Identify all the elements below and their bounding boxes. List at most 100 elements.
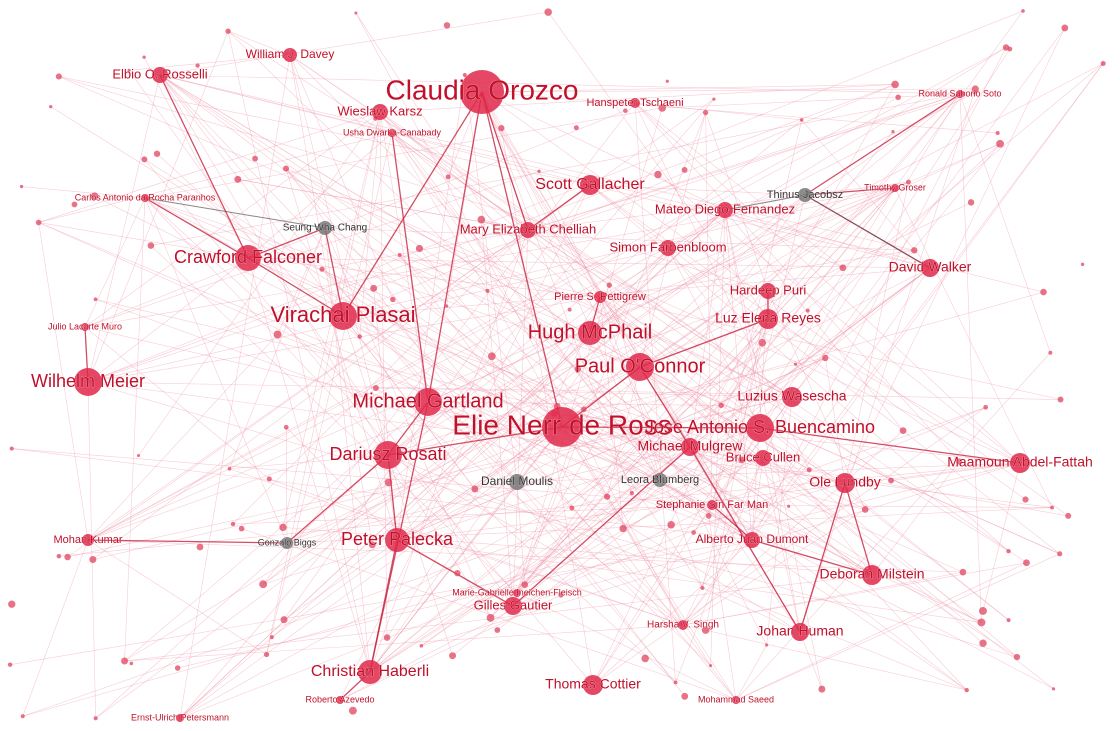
edge bbox=[262, 93, 961, 585]
edge bbox=[481, 91, 633, 494]
edge bbox=[159, 74, 476, 490]
node bbox=[152, 67, 168, 83]
edge bbox=[285, 168, 793, 398]
edge bbox=[592, 539, 753, 686]
minor-node bbox=[280, 616, 288, 624]
edge bbox=[516, 481, 711, 666]
edge bbox=[58, 462, 1021, 557]
edge bbox=[391, 132, 892, 481]
edge bbox=[22, 539, 89, 717]
edge bbox=[622, 318, 769, 529]
node bbox=[630, 98, 640, 108]
edge bbox=[599, 296, 1009, 552]
minor-node bbox=[90, 192, 99, 201]
edge bbox=[427, 401, 722, 406]
minor-node bbox=[537, 169, 541, 173]
edge bbox=[369, 396, 793, 673]
minor-node bbox=[419, 644, 424, 648]
node-label: Mohan Kumar bbox=[53, 534, 122, 546]
edge bbox=[369, 446, 691, 673]
minor-node bbox=[665, 79, 669, 83]
minor-node bbox=[8, 600, 16, 608]
minor-node bbox=[581, 406, 587, 413]
edge bbox=[639, 187, 896, 368]
node-label: Elbio O. Rosselli bbox=[112, 66, 207, 81]
minor-node bbox=[485, 288, 490, 293]
node bbox=[746, 414, 774, 442]
edge bbox=[144, 197, 288, 544]
edge bbox=[286, 426, 563, 544]
minor-node bbox=[979, 639, 987, 647]
edge bbox=[762, 457, 866, 510]
edge bbox=[289, 54, 691, 448]
minor-node bbox=[654, 170, 662, 179]
node bbox=[758, 309, 778, 329]
minor-node bbox=[715, 312, 719, 316]
edge bbox=[87, 539, 963, 573]
minor-node bbox=[574, 365, 582, 373]
edge bbox=[592, 187, 896, 686]
edge bbox=[659, 479, 753, 541]
edge bbox=[396, 357, 826, 541]
node-label: Gonzalo Biggs bbox=[258, 537, 317, 547]
minor-node bbox=[700, 585, 705, 591]
edge bbox=[289, 54, 373, 545]
edge bbox=[179, 209, 726, 719]
edge bbox=[289, 54, 1027, 564]
node-label: Paul O'Connor bbox=[575, 355, 706, 377]
node bbox=[583, 675, 603, 695]
edge bbox=[159, 11, 549, 76]
edge bbox=[129, 54, 291, 71]
edge bbox=[324, 227, 915, 251]
edge bbox=[355, 12, 661, 481]
edge bbox=[481, 91, 661, 481]
node bbox=[141, 194, 149, 202]
edge bbox=[427, 143, 1001, 403]
edge bbox=[577, 368, 873, 576]
minor-node bbox=[494, 627, 501, 633]
edge bbox=[285, 427, 288, 544]
edge bbox=[554, 413, 764, 459]
edge bbox=[87, 181, 909, 541]
edge bbox=[689, 84, 896, 448]
edge bbox=[689, 209, 726, 448]
edge bbox=[689, 342, 763, 448]
edge bbox=[759, 93, 961, 429]
edge bbox=[324, 227, 493, 357]
edge bbox=[427, 187, 896, 403]
edge bbox=[87, 296, 601, 383]
edge bbox=[724, 209, 753, 541]
edge bbox=[369, 426, 563, 673]
minor-node bbox=[972, 90, 978, 95]
node bbox=[513, 589, 521, 597]
edge bbox=[481, 91, 1069, 517]
edge bbox=[421, 479, 661, 647]
minor-node bbox=[1051, 687, 1056, 691]
edge bbox=[179, 187, 896, 719]
edge bbox=[667, 247, 718, 315]
edge bbox=[662, 93, 961, 109]
node bbox=[660, 240, 676, 256]
minor-node bbox=[415, 244, 424, 253]
minor-node bbox=[971, 85, 979, 93]
edge bbox=[693, 396, 793, 533]
edge bbox=[427, 401, 801, 633]
minor-node bbox=[234, 175, 242, 183]
node-label: Timothy Groser bbox=[864, 182, 926, 192]
edge bbox=[516, 462, 1021, 483]
edge bbox=[682, 571, 963, 626]
minor-node bbox=[348, 706, 357, 715]
minor-node bbox=[1023, 559, 1030, 567]
edge bbox=[396, 74, 466, 541]
edge bbox=[144, 197, 389, 456]
node-label: Harsha V. Singh bbox=[647, 620, 719, 631]
edge bbox=[844, 27, 1066, 484]
minor-node bbox=[673, 680, 678, 685]
edge bbox=[227, 30, 793, 398]
node bbox=[891, 184, 899, 192]
minor-node bbox=[702, 109, 709, 116]
node-label: Michael Gartland bbox=[352, 390, 503, 412]
edge bbox=[379, 111, 661, 481]
edge bbox=[554, 413, 737, 701]
labels: Claudia Orozco Elie Nerr de Ross Paul O'Co… bbox=[31, 47, 1093, 723]
